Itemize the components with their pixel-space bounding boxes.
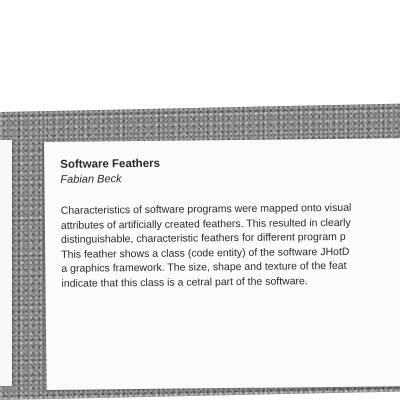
- plaque-description: Characteristics of software programs wer…: [61, 200, 400, 291]
- plaque-text: Software Feathers Fabian Beck Characteri…: [60, 154, 400, 291]
- plaque-author: Fabian Beck: [60, 173, 122, 186]
- adjacent-sheet-edge: [0, 140, 12, 386]
- exhibit-plaque: Software Feathers Fabian Beck Characteri…: [44, 138, 400, 390]
- description-line: indicate that this class is a cetral par…: [61, 275, 308, 290]
